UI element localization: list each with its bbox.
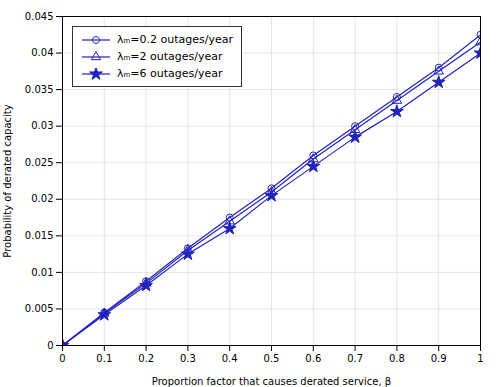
svg-text:0.3: 0.3 bbox=[180, 353, 196, 364]
svg-text:0.6: 0.6 bbox=[305, 353, 321, 364]
svg-text:0.045: 0.045 bbox=[25, 11, 54, 22]
html-text:λₘ=6 outages/year: λₘ=6 outages/year bbox=[117, 67, 223, 80]
svg-text:0.2: 0.2 bbox=[138, 353, 154, 364]
svg-text:0.8: 0.8 bbox=[389, 353, 405, 364]
svg-text:0.04: 0.04 bbox=[31, 47, 53, 58]
svg-text:Probability of derated capacit: Probability of derated capacity bbox=[2, 104, 13, 257]
svg-text:0.015: 0.015 bbox=[25, 230, 54, 241]
svg-text:0.1: 0.1 bbox=[96, 353, 112, 364]
svg-text:0: 0 bbox=[59, 353, 65, 364]
html-text:λₘ=0.2 outages/year: λₘ=0.2 outages/year bbox=[117, 33, 234, 46]
svg-text:0.02: 0.02 bbox=[31, 193, 53, 204]
svg-text:0.035: 0.035 bbox=[25, 84, 54, 95]
svg-text:0.03: 0.03 bbox=[31, 120, 53, 131]
svg-text:0.005: 0.005 bbox=[25, 303, 54, 314]
svg-text:0.9: 0.9 bbox=[431, 353, 447, 364]
svg-text:1: 1 bbox=[477, 353, 483, 364]
svg-text:0.025: 0.025 bbox=[25, 157, 54, 168]
svg-text:0.01: 0.01 bbox=[31, 267, 53, 278]
svg-text:Proportion factor that causes: Proportion factor that causes derated se… bbox=[152, 376, 391, 387]
html-text:λₘ=2 outages/year: λₘ=2 outages/year bbox=[117, 50, 223, 63]
svg-text:0.5: 0.5 bbox=[264, 353, 280, 364]
svg-text:0.7: 0.7 bbox=[347, 353, 363, 364]
svg-text:0: 0 bbox=[47, 340, 53, 351]
svg-text:0.4: 0.4 bbox=[222, 353, 238, 364]
